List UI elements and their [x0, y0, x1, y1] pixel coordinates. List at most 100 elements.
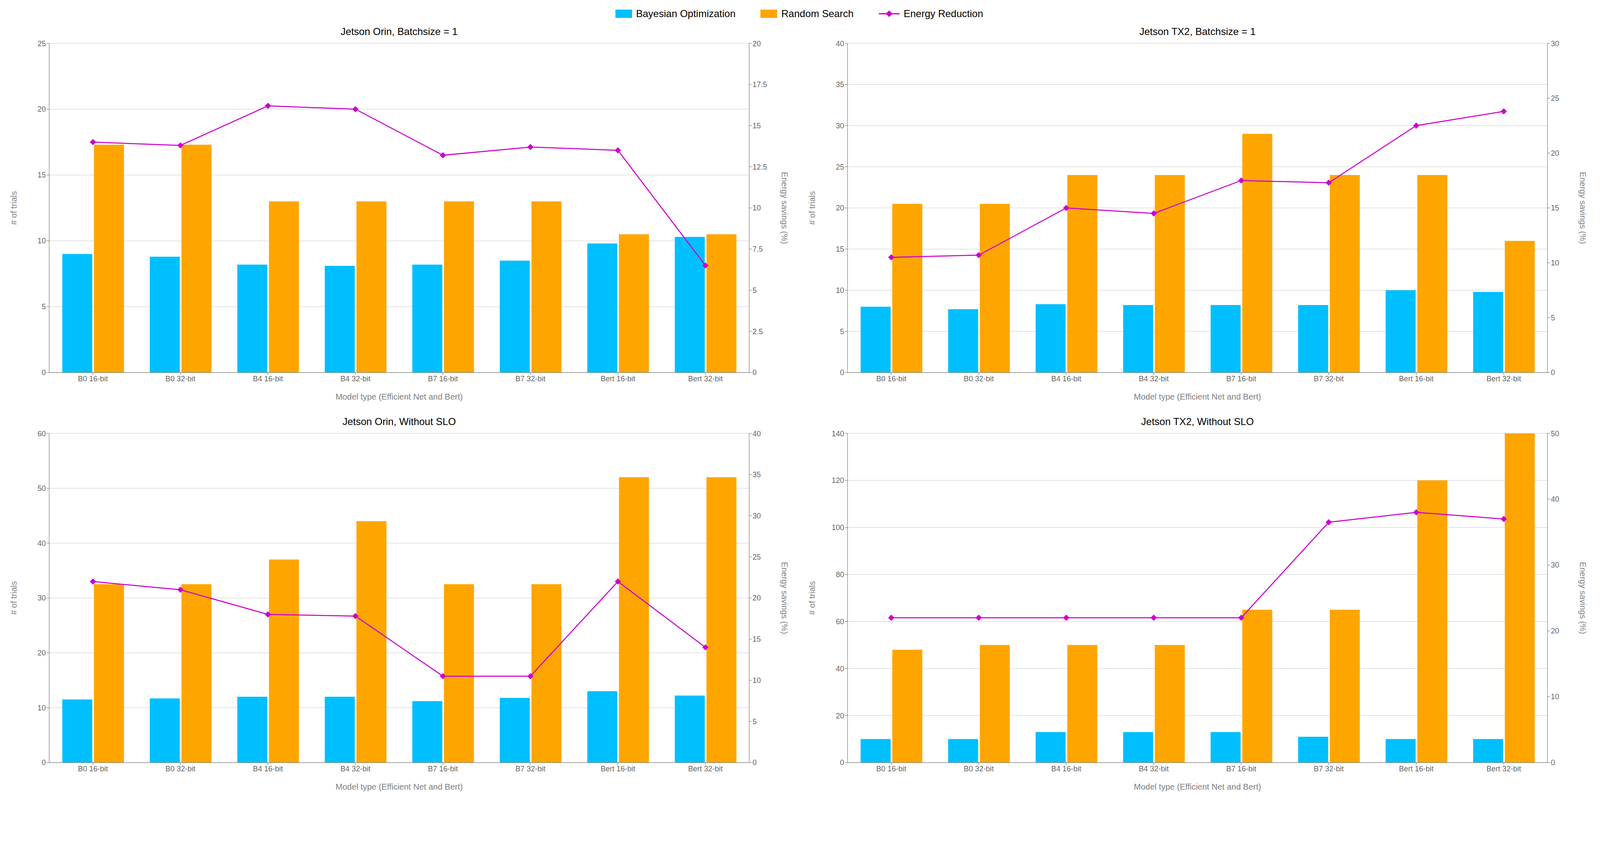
svg-text:10: 10	[752, 203, 761, 213]
svg-text:# of trials: # of trials	[9, 580, 19, 615]
svg-text:0: 0	[1550, 368, 1555, 377]
svg-text:Energy savings (%): Energy savings (%)	[1578, 561, 1588, 634]
svg-text:B7 16-bit: B7 16-bit	[1226, 374, 1257, 383]
svg-text:B4 16-bit: B4 16-bit	[252, 764, 283, 773]
svg-text:# of trials: # of trials	[807, 580, 817, 615]
svg-text:120: 120	[831, 476, 845, 485]
svg-text:20: 20	[1550, 149, 1560, 158]
svg-text:20: 20	[1550, 626, 1560, 635]
svg-text:0: 0	[752, 758, 757, 767]
svg-text:Model type (Efficient Net and: Model type (Efficient Net and Bert)	[335, 392, 463, 402]
svg-text:Model type (Efficient Net and: Model type (Efficient Net and Bert)	[1133, 782, 1261, 792]
svg-text:Bert 32-bit: Bert 32-bit	[1486, 374, 1521, 383]
svg-text:5: 5	[1550, 313, 1555, 323]
svg-text:B4 32-bit: B4 32-bit	[1138, 764, 1169, 773]
svg-text:Model type (Efficient Net and: Model type (Efficient Net and Bert)	[335, 782, 463, 792]
svg-text:B0 32-bit: B0 32-bit	[963, 374, 994, 383]
svg-text:25: 25	[1550, 94, 1560, 103]
svg-text:5: 5	[840, 327, 845, 336]
svg-text:15: 15	[37, 170, 46, 180]
svg-text:10: 10	[1550, 692, 1560, 701]
svg-text:30: 30	[1550, 560, 1560, 570]
svg-text:10: 10	[37, 703, 46, 713]
svg-text:Energy savings (%): Energy savings (%)	[780, 171, 790, 244]
svg-text:20: 20	[37, 105, 46, 114]
svg-text:30: 30	[37, 593, 46, 603]
svg-text:5: 5	[752, 286, 757, 295]
svg-text:40: 40	[37, 539, 46, 548]
svg-text:15: 15	[835, 245, 845, 254]
svg-text:20: 20	[835, 711, 845, 720]
svg-text:B0 16-bit: B0 16-bit	[876, 764, 907, 773]
svg-text:B4 32-bit: B4 32-bit	[340, 374, 371, 383]
svg-text:25: 25	[752, 552, 761, 562]
svg-text:B0 16-bit: B0 16-bit	[77, 764, 108, 773]
svg-text:60: 60	[37, 429, 46, 438]
svg-text:B7 16-bit: B7 16-bit	[427, 764, 458, 773]
svg-text:Energy savings (%): Energy savings (%)	[780, 561, 790, 634]
svg-text:15: 15	[1550, 203, 1560, 213]
svg-text:Energy savings (%): Energy savings (%)	[1578, 171, 1588, 244]
svg-text:10: 10	[835, 286, 845, 295]
svg-text:B7 32-bit: B7 32-bit	[515, 764, 546, 773]
svg-text:B4 16-bit: B4 16-bit	[252, 374, 283, 383]
svg-text:10: 10	[37, 236, 46, 245]
svg-text:# of trials: # of trials	[807, 190, 817, 225]
svg-text:B7 32-bit: B7 32-bit	[515, 374, 546, 383]
svg-text:60: 60	[835, 617, 845, 626]
svg-text:Bert 16-bit: Bert 16-bit	[1398, 374, 1434, 383]
svg-text:5: 5	[752, 717, 757, 726]
svg-text:10: 10	[752, 676, 761, 685]
svg-text:35: 35	[752, 470, 761, 479]
svg-text:Bert 32-bit: Bert 32-bit	[1486, 764, 1521, 773]
svg-text:7.5: 7.5	[752, 245, 763, 254]
svg-text:0: 0	[1550, 758, 1555, 767]
svg-text:140: 140	[831, 429, 845, 438]
svg-text:15: 15	[752, 635, 761, 644]
svg-text:2.5: 2.5	[752, 327, 763, 336]
svg-text:B4 16-bit: B4 16-bit	[1051, 764, 1082, 773]
svg-text:50: 50	[37, 484, 46, 493]
svg-text:B7 16-bit: B7 16-bit	[427, 374, 458, 383]
svg-text:17.5: 17.5	[752, 80, 768, 89]
svg-text:40: 40	[835, 664, 845, 673]
svg-text:40: 40	[835, 39, 845, 48]
svg-text:B0 16-bit: B0 16-bit	[77, 374, 108, 383]
svg-text:30: 30	[1550, 39, 1560, 48]
svg-text:B4 32-bit: B4 32-bit	[340, 764, 371, 773]
svg-text:30: 30	[835, 121, 845, 130]
svg-text:B4 16-bit: B4 16-bit	[1051, 374, 1082, 383]
svg-text:0: 0	[840, 758, 845, 767]
svg-text:20: 20	[752, 593, 761, 603]
svg-text:40: 40	[752, 429, 761, 438]
svg-text:B0 16-bit: B0 16-bit	[876, 374, 907, 383]
svg-text:Bert 16-bit: Bert 16-bit	[600, 764, 635, 773]
svg-text:B7 16-bit: B7 16-bit	[1226, 764, 1257, 773]
svg-text:40: 40	[1550, 495, 1560, 504]
svg-text:100: 100	[831, 523, 845, 532]
svg-text:Bert 16-bit: Bert 16-bit	[1398, 764, 1434, 773]
svg-text:30: 30	[752, 511, 761, 520]
svg-text:Bert 16-bit: Bert 16-bit	[600, 374, 635, 383]
svg-text:Bert 32-bit: Bert 32-bit	[687, 374, 723, 383]
svg-text:20: 20	[835, 203, 845, 213]
svg-text:25: 25	[835, 162, 845, 172]
svg-text:# of trials: # of trials	[9, 190, 19, 225]
svg-text:0: 0	[840, 368, 845, 377]
svg-text:B7 32-bit: B7 32-bit	[1313, 764, 1344, 773]
svg-text:20: 20	[752, 39, 761, 48]
svg-text:15: 15	[752, 121, 761, 130]
svg-text:Bert 32-bit: Bert 32-bit	[687, 764, 723, 773]
svg-text:0: 0	[41, 368, 46, 377]
svg-text:20: 20	[37, 648, 46, 658]
svg-text:80: 80	[835, 570, 845, 579]
svg-text:12.5: 12.5	[752, 162, 768, 172]
svg-text:B0 32-bit: B0 32-bit	[165, 374, 196, 383]
svg-text:35: 35	[835, 80, 845, 89]
svg-text:Model type (Efficient Net and: Model type (Efficient Net and Bert)	[1133, 392, 1261, 402]
svg-text:B4 32-bit: B4 32-bit	[1138, 374, 1169, 383]
svg-text:B0 32-bit: B0 32-bit	[165, 764, 196, 773]
svg-text:10: 10	[1550, 258, 1560, 268]
svg-text:0: 0	[752, 368, 757, 377]
svg-text:B7 32-bit: B7 32-bit	[1313, 374, 1344, 383]
